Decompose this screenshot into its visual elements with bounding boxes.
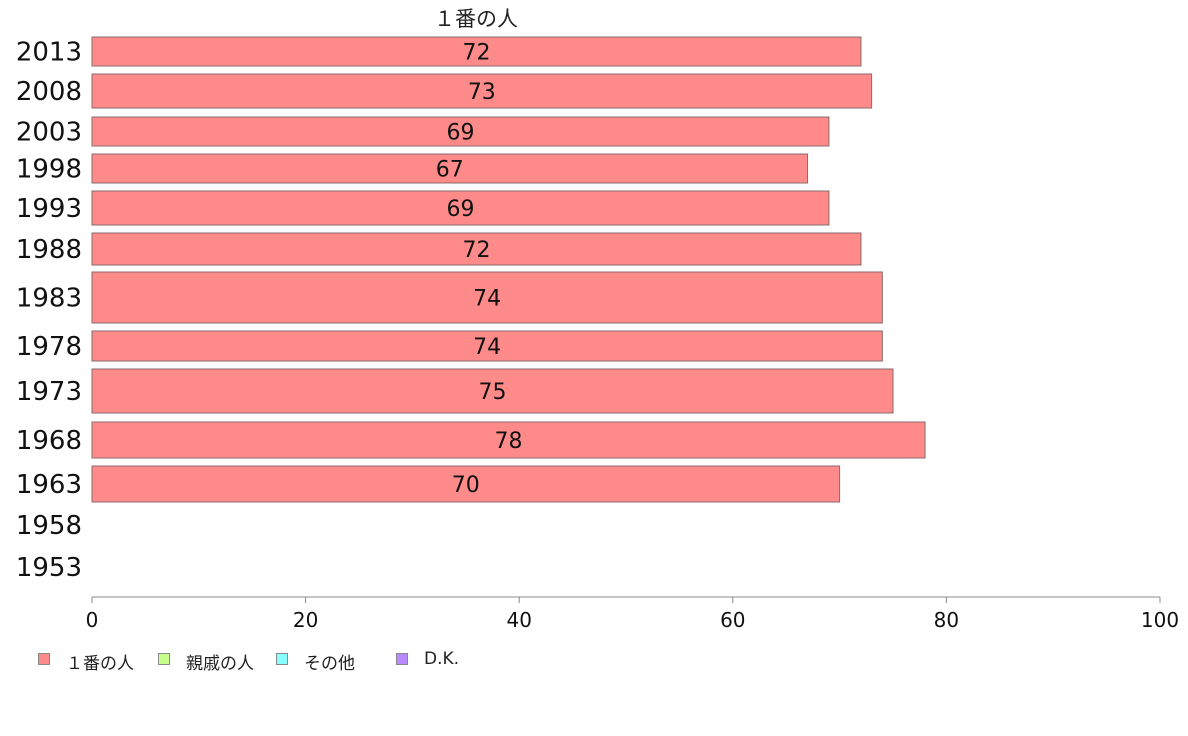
data-label: 74 xyxy=(473,287,501,312)
legend-swatch-3 xyxy=(276,653,288,665)
legend-label-1: １番の人 xyxy=(66,654,134,674)
category-label: 2013 xyxy=(16,38,82,68)
category-label: 1993 xyxy=(16,194,82,224)
data-label: 69 xyxy=(446,121,474,146)
legend-swatch-2 xyxy=(158,653,170,665)
data-label: 73 xyxy=(468,80,496,105)
category-label: 1958 xyxy=(16,511,82,541)
bars-group: 72 73 69 67 69 72 74 74 75 78 70 xyxy=(91,36,926,503)
category-label: 1963 xyxy=(16,470,82,500)
bar xyxy=(91,271,883,324)
bar xyxy=(91,73,873,109)
legend-swatch-1 xyxy=(38,653,50,665)
x-tick-label: 20 xyxy=(293,608,318,632)
bar xyxy=(91,190,830,226)
data-label: 75 xyxy=(479,380,507,405)
bar xyxy=(91,421,926,459)
category-label: 1983 xyxy=(16,284,82,314)
legend-label-2: 親戚の人 xyxy=(186,654,254,674)
category-label: 1978 xyxy=(16,332,82,362)
legend-label-4: D.K. xyxy=(424,649,460,669)
data-label: 67 xyxy=(436,158,464,183)
category-label: 2008 xyxy=(16,77,82,107)
series-title: １番の人 xyxy=(434,7,518,31)
bar xyxy=(91,36,862,67)
category-label: 1988 xyxy=(16,235,82,265)
data-label: 72 xyxy=(462,41,490,66)
x-tick-label: 60 xyxy=(720,608,745,632)
data-label: 74 xyxy=(473,335,501,360)
legend-label-3: その他 xyxy=(304,654,355,674)
category-label: 2003 xyxy=(16,118,82,148)
category-label: 1953 xyxy=(16,553,82,583)
data-label: 70 xyxy=(452,473,480,498)
bar xyxy=(91,153,809,184)
legend-swatch-4 xyxy=(396,653,408,665)
x-tick-label: 80 xyxy=(934,608,959,632)
bar xyxy=(91,330,883,362)
x-axis: 0 20 40 60 80 100 xyxy=(86,596,1179,632)
category-labels-group: 2013 2008 2003 1998 1993 1988 1983 1978 1973 1968… xyxy=(16,38,82,584)
x-tick-label: 0 xyxy=(86,608,99,632)
bar xyxy=(91,465,841,503)
x-tick-label: 40 xyxy=(506,608,531,632)
data-label: 78 xyxy=(495,429,523,454)
category-label: 1973 xyxy=(16,377,82,407)
data-label: 72 xyxy=(462,238,490,263)
bar xyxy=(91,232,862,266)
x-tick-label: 100 xyxy=(1141,608,1179,632)
data-label: 69 xyxy=(446,197,474,222)
bar xyxy=(91,116,830,147)
category-label: 1998 xyxy=(16,155,82,185)
bar xyxy=(91,368,894,414)
category-label: 1968 xyxy=(16,426,82,456)
